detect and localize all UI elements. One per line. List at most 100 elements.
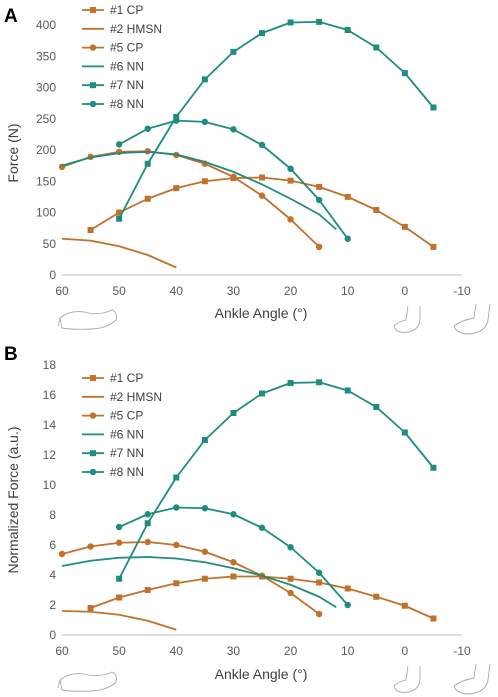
data-point-square	[259, 30, 265, 37]
data-point-square	[116, 575, 123, 582]
data-point-square	[344, 193, 351, 200]
data-point-circle	[315, 243, 323, 251]
series-line	[118, 20, 435, 220]
panel-b-x-ticks: 60 50 40 30 20 10 0 -10	[55, 644, 471, 658]
legend-swatch-marker	[89, 44, 97, 51]
data-point-square	[144, 587, 151, 593]
y-tick-label: 4	[49, 568, 56, 582]
data-point-square	[344, 387, 351, 394]
legend-label: #2 HMSN	[110, 390, 162, 404]
data-point-square	[173, 185, 180, 192]
legend-label: #7 NN	[110, 78, 144, 92]
data-point-circle	[230, 126, 237, 133]
data-point-square	[401, 70, 408, 77]
series-line	[90, 575, 434, 620]
series-line	[61, 541, 320, 615]
legend-label: #5 CP	[110, 409, 143, 423]
data-point-circle	[115, 523, 123, 531]
data-point-square	[401, 223, 408, 230]
series-line	[61, 556, 337, 609]
data-point-square	[144, 160, 151, 167]
y-tick-label: 6	[49, 538, 56, 552]
panel-a-series	[58, 18, 437, 269]
y-tick-label: 350	[36, 49, 56, 63]
data-point-square	[316, 18, 323, 25]
data-point-square	[201, 178, 208, 185]
legend-label: #6 NN	[110, 59, 144, 73]
panel-b-legend: #1 CP #2 HMSN #5 CP #6 NN #7 NN #8 NN	[82, 371, 162, 479]
x-tick-label: 40	[170, 284, 184, 298]
x-tick-label: -10	[453, 644, 471, 658]
panel-b-label: B	[4, 344, 18, 365]
data-point-circle	[315, 196, 323, 204]
data-point-square	[373, 44, 380, 51]
data-point-square	[173, 580, 180, 587]
data-point-square	[430, 104, 437, 111]
y-tick-label: 100	[36, 206, 56, 220]
legend-swatch-marker	[90, 375, 96, 381]
data-point-square	[201, 76, 208, 83]
panel-b: B Normalized Force (a.u.) Ankle Angle (°…	[4, 344, 491, 695]
y-tick-label: 14	[43, 418, 57, 432]
data-point-square	[116, 209, 123, 216]
data-point-circle	[287, 589, 294, 597]
series-line	[118, 506, 349, 606]
x-tick-label: 60	[55, 644, 69, 658]
data-point-square	[287, 19, 294, 26]
panel-a-x-axis-title: Ankle Angle (°)	[215, 305, 308, 321]
data-point-square	[316, 579, 323, 586]
x-tick-label: 0	[402, 644, 409, 658]
data-point-circle	[230, 559, 237, 566]
data-point-square	[173, 474, 180, 481]
x-tick-label: 50	[112, 644, 126, 658]
panel-a-y-ticks: 0 50 100 150 200 250 300 350 400	[36, 18, 56, 282]
data-point-circle	[258, 192, 266, 199]
data-point-square	[430, 615, 437, 622]
legend-label: #6 NN	[110, 427, 144, 441]
series-line	[61, 237, 177, 269]
panel-b-series	[58, 379, 437, 631]
data-point-square	[287, 177, 294, 184]
data-point-square	[230, 48, 237, 55]
x-tick-label: -10	[453, 284, 471, 298]
legend-label: #1 CP	[110, 371, 143, 385]
data-point-circle	[58, 550, 66, 558]
data-point-circle	[287, 165, 294, 172]
data-point-circle	[344, 601, 351, 609]
data-point-square	[173, 113, 180, 120]
x-tick-label: 20	[284, 644, 298, 658]
y-tick-label: 10	[43, 478, 57, 492]
foot-plantarflexed-icon	[57, 671, 117, 692]
y-tick-label: 300	[36, 81, 56, 95]
data-point-circle	[344, 235, 351, 242]
panel-b-y-axis-title: Normalized Force (a.u.)	[5, 426, 21, 573]
data-point-circle	[87, 543, 94, 550]
data-point-circle	[287, 216, 294, 223]
y-tick-label: 400	[36, 18, 56, 32]
y-tick-label: 0	[49, 268, 56, 282]
y-tick-label: 150	[36, 174, 56, 188]
data-point-circle	[287, 544, 294, 551]
foot-dorsiflexed-icon	[453, 663, 491, 695]
data-point-circle	[144, 511, 151, 518]
data-point-circle	[201, 505, 209, 512]
legend-swatch-marker	[90, 450, 96, 457]
data-point-square	[87, 227, 94, 233]
series-line	[61, 150, 337, 231]
data-point-square	[373, 593, 380, 600]
panel-a: A Force (N) Ankle Angle (°) 60 50 40 30 20 10…	[4, 3, 491, 335]
x-tick-label: 60	[55, 284, 69, 298]
data-point-square	[344, 27, 351, 33]
y-tick-label: 12	[43, 448, 57, 462]
panel-b-y-ticks: 0 2 4 6 8 10 12 14 16 18	[43, 358, 57, 642]
data-point-square	[87, 605, 94, 611]
legend-swatch-marker	[89, 412, 97, 419]
legend-label: #1 CP	[110, 3, 143, 17]
x-tick-label: 10	[341, 284, 355, 298]
x-tick-label: 0	[402, 284, 409, 298]
legend-label: #2 HMSN	[110, 22, 162, 36]
data-point-circle	[230, 511, 237, 518]
y-tick-label: 8	[49, 508, 56, 522]
y-tick-label: 16	[43, 388, 57, 402]
